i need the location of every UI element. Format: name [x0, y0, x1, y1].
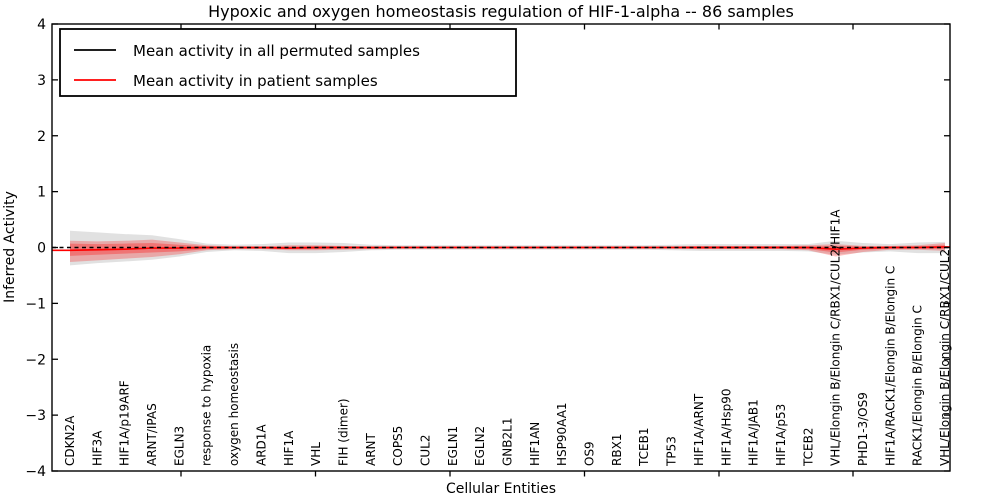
x-category-label: EGLN1 [446, 426, 460, 466]
x-category-label: VHL [309, 442, 323, 466]
x-category-labels: CDKN2A HIF3A HIF1A/p19ARF ARNT/IPAS EGLN3 res… [63, 209, 952, 467]
plot-border [51, 23, 951, 472]
x-category-label: HIF1A/Hsp90 [719, 388, 733, 466]
x-category-label: PHD1-3/OS9 [856, 392, 870, 466]
legend-label-permuted: Mean activity in all permuted samples [133, 42, 420, 60]
x-category-label: COPS5 [391, 426, 405, 466]
x-category-label: VHL/Elongin B/Elongin C/RBX1/CUL2 [938, 249, 952, 466]
x-category-label: HIF1A/JAB1 [747, 399, 761, 466]
y-axis-title: Inferred Activity [2, 191, 18, 303]
x-category-label: TCEB1 [637, 428, 651, 467]
y-tick-label: 1 [37, 185, 46, 201]
x-category-label: VHL/Elongin B/Elongin C/RBX1/CUL2/HIF1A [829, 209, 843, 466]
x-category-label: HSP90AA1 [555, 402, 569, 466]
x-category-label: ARD1A [254, 424, 268, 466]
x-axis-title: Cellular Entities [446, 481, 556, 497]
legend: Mean activity in all permuted samples Me… [59, 28, 517, 97]
x-category-label: TCEB2 [801, 428, 815, 467]
x-category-label: GNB2L1 [501, 418, 515, 466]
x-category-label: oxygen homeostasis [227, 343, 241, 466]
x-category-label: HIF1AN [528, 422, 542, 466]
x-category-label: ARNT [364, 432, 378, 466]
y-tick-label: 4 [37, 17, 46, 33]
x-category-label: TP53 [665, 436, 679, 467]
y-tick-label: 0 [37, 241, 46, 257]
y-tick-label: −4 [25, 464, 46, 480]
chart-title: Hypoxic and oxygen homeostasis regulatio… [208, 2, 794, 21]
x-category-label: CDKN2A [63, 415, 77, 466]
x-category-label: RACK1/Elongin B/Elongin C [911, 305, 925, 466]
x-category-label: EGLN2 [473, 426, 487, 466]
band-patient-sample-range-inner [70, 243, 945, 256]
x-category-label: EGLN3 [172, 426, 186, 466]
x-category-label: HIF1A/p53 [774, 404, 788, 466]
y-tick-label: −1 [25, 296, 46, 312]
x-category-label: HIF1A/p19ARF [118, 380, 132, 466]
legend-label-patient: Mean activity in patient samples [133, 72, 378, 90]
legend-box [59, 28, 517, 97]
series-lines [52, 246, 950, 252]
x-category-label: CUL2 [418, 435, 432, 466]
band-patient-sample-range-outer [70, 239, 945, 263]
y-tick-labels: 4 3 2 1 0 −1 −2 −3 −4 [25, 17, 46, 480]
x-category-label: HIF1A [282, 430, 296, 466]
y-tick-label: 2 [37, 129, 46, 145]
x-category-label: RBX1 [610, 434, 624, 466]
x-category-label: FIH (dimer) [336, 398, 350, 466]
x-category-label: HIF1A/ARNT [692, 393, 706, 466]
y-tick-label: −3 [25, 408, 46, 424]
y-tick-label: −2 [25, 352, 46, 368]
x-category-label: response to hypoxia [200, 345, 214, 466]
y-tick-label: 3 [37, 73, 46, 89]
x-category-label: HIF3A [90, 430, 104, 466]
x-category-label: ARNT/IPAS [145, 403, 159, 466]
x-category-label: OS9 [583, 441, 597, 466]
x-category-label: HIF1A/RACK1/Elongin B/Elongin C [883, 266, 897, 466]
